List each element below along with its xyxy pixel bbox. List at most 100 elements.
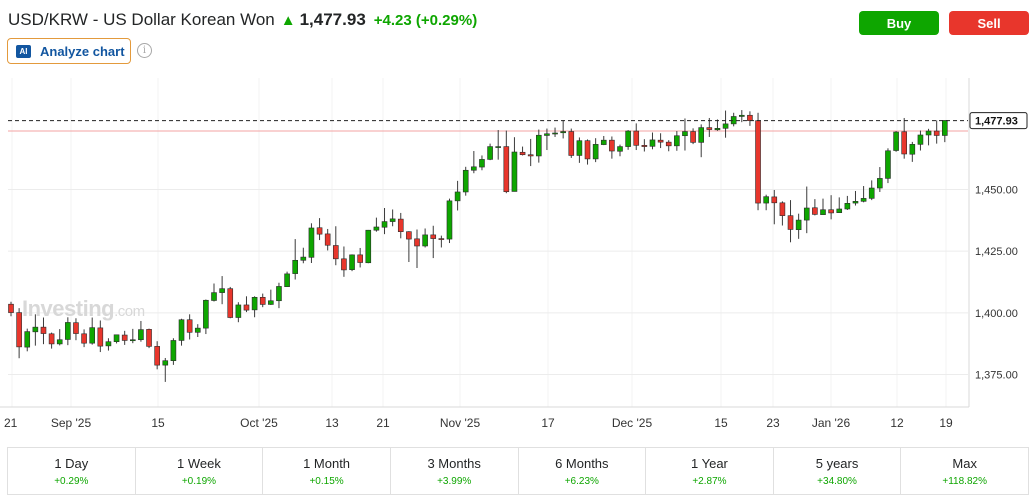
price-change: +4.23 (+0.29%) <box>374 12 477 29</box>
period-5-years[interactable]: 5 years +34.80% <box>774 448 902 494</box>
candle <box>422 228 428 248</box>
candle <box>609 136 615 159</box>
candle-body <box>568 131 575 156</box>
x-axis-label: 23 <box>766 416 780 430</box>
period-label: 6 Months <box>555 455 609 471</box>
period-1-year[interactable]: 1 Year +2.87% <box>646 448 774 494</box>
candle-body <box>113 334 120 342</box>
candle-body <box>40 326 47 334</box>
candle-body <box>722 123 729 129</box>
candle <box>909 141 916 162</box>
candle-body <box>438 238 445 240</box>
candle <box>16 308 22 359</box>
period-1-month[interactable]: 1 Month +0.15% <box>263 448 391 494</box>
candle <box>219 276 225 305</box>
candle <box>755 112 761 211</box>
candle-body <box>186 319 193 333</box>
candle <box>438 235 445 248</box>
candle <box>885 148 891 184</box>
candle <box>462 166 469 196</box>
candle-body <box>641 145 648 147</box>
current-price-tag <box>969 112 1028 130</box>
analyze-chart-button[interactable]: AI Analyze chart <box>7 38 131 64</box>
candle <box>714 119 721 131</box>
candle <box>812 199 818 216</box>
current-price-label: 1,477.93 <box>975 116 1018 128</box>
candle-body <box>211 292 217 301</box>
candle-body <box>803 207 810 221</box>
candle-body <box>535 134 542 157</box>
candle-body <box>933 130 940 136</box>
candle-body <box>73 322 79 334</box>
candle-body <box>268 300 274 305</box>
candle-body <box>341 258 347 271</box>
period-3-months[interactable]: 3 Months +3.99% <box>391 448 519 494</box>
candle-body <box>795 219 802 231</box>
period-label: 1 Day <box>54 455 89 471</box>
buy-button[interactable]: Buy <box>859 11 939 35</box>
candle <box>24 328 31 352</box>
instrument-header: USD/KRW - US Dollar Korean Won ▲ 1,477.9… <box>8 8 477 32</box>
change-value: +4.23 <box>373 11 412 29</box>
candle <box>56 329 63 346</box>
period-6-months[interactable]: 6 Months +6.23% <box>519 448 647 494</box>
period-label: 1 Month <box>303 455 351 471</box>
candle-body <box>365 229 372 264</box>
candle <box>592 138 599 163</box>
period-label: 1 Year <box>691 455 728 471</box>
sell-button[interactable]: Sell <box>949 11 1029 35</box>
candle-body <box>276 286 282 302</box>
period-change: +3.99% <box>437 475 472 487</box>
candle-body <box>389 218 396 222</box>
candle-body <box>552 132 558 135</box>
x-axis-label: 12 <box>890 416 904 430</box>
instrument-title: USD/KRW - US Dollar Korean Won <box>8 10 275 29</box>
price-chart[interactable]: 1,375.00 1,400.00 1,425.00 1,450.00 21 Sep '2… <box>0 70 1034 438</box>
candle-body <box>194 327 201 333</box>
candle-body <box>430 234 437 239</box>
candle <box>81 329 87 348</box>
period-1-day[interactable]: 1 Day +0.29% <box>8 448 136 494</box>
candle-body <box>349 254 355 270</box>
info-icon[interactable]: i <box>137 43 152 58</box>
up-arrow-icon: ▲ <box>280 11 296 29</box>
x-axis-label: 21 <box>376 416 390 430</box>
x-axis-label: Dec '25 <box>612 416 653 430</box>
period-label: 3 Months <box>427 455 481 471</box>
candle <box>300 247 307 264</box>
candle-body <box>487 146 493 160</box>
candle-body <box>909 144 916 155</box>
period-change: +34.80% <box>817 475 857 487</box>
x-axis-label: 15 <box>151 416 165 430</box>
candle-body <box>300 256 307 261</box>
candle-body <box>406 231 412 240</box>
candle-body <box>8 303 14 313</box>
candle <box>828 195 834 220</box>
candle <box>674 131 680 151</box>
candle-body <box>251 296 258 311</box>
candle <box>97 320 104 353</box>
candle <box>365 229 372 264</box>
candle-body <box>308 227 315 258</box>
candle <box>389 209 396 227</box>
period-change: +0.29% <box>54 475 89 487</box>
x-axis-label: 15 <box>714 416 728 430</box>
candle-body <box>65 322 71 340</box>
candle <box>227 286 234 319</box>
candle-body <box>925 130 932 136</box>
candle-body <box>503 146 510 193</box>
period-1-week[interactable]: 1 Week +0.19% <box>136 448 264 494</box>
candle-body <box>665 141 672 147</box>
candle <box>852 190 859 206</box>
candle <box>625 130 631 150</box>
candle-body <box>495 146 502 148</box>
candle-body <box>178 319 185 341</box>
x-axis-label: Nov '25 <box>440 416 481 430</box>
candle-body <box>852 201 859 204</box>
candle-body <box>373 226 380 231</box>
candle-body <box>170 340 177 361</box>
candle-body <box>901 131 908 155</box>
candle-body <box>511 151 518 192</box>
period-max[interactable]: Max +118.82% <box>901 448 1028 494</box>
candle <box>284 271 290 287</box>
